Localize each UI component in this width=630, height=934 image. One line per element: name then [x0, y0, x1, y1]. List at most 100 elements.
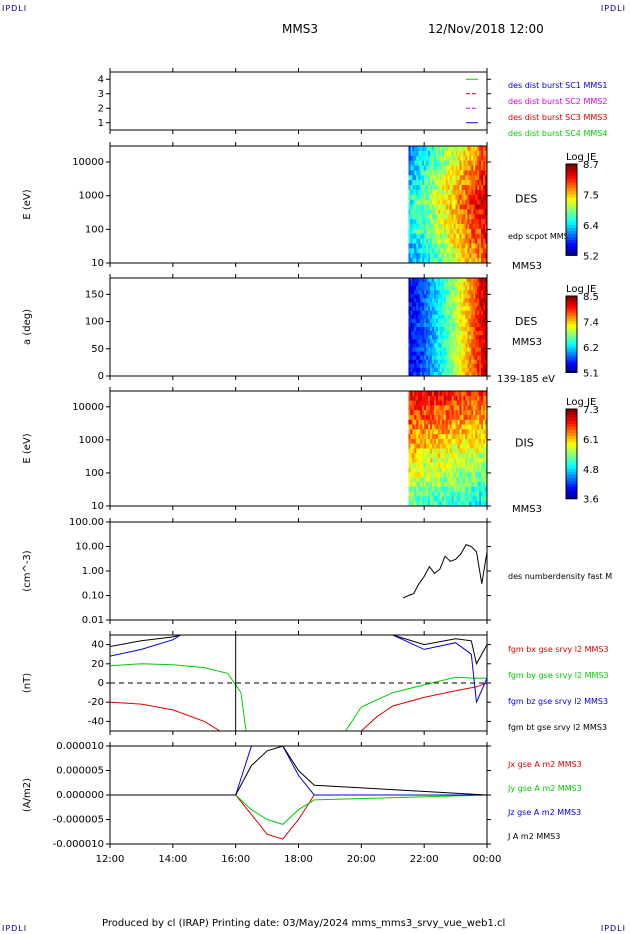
heatmap-cell: [453, 290, 457, 295]
heatmap-cell: [412, 219, 415, 225]
corner-logo-top-left: IPDLI: [2, 4, 28, 13]
heatmap-cell: [435, 472, 439, 478]
heatmap-cell: [459, 410, 462, 416]
heatmap-cell: [461, 322, 464, 328]
ytick-label-burst: 1: [98, 118, 104, 129]
heatmap-cell: [475, 286, 478, 291]
heatmap-cell: [414, 472, 417, 478]
heatmap-cell: [449, 482, 453, 488]
corner-logo-bottom-right: IPDLI: [600, 924, 626, 933]
heatmap-cell: [441, 355, 445, 361]
heatmap-cell: [471, 233, 474, 240]
heatmap-cell: [485, 290, 488, 295]
colorbar-swatch-dis_e: [566, 414, 577, 419]
heatmap-cell: [481, 278, 484, 283]
heatmap-cell: [467, 339, 470, 344]
heatmap-cell: [432, 434, 435, 440]
heatmap-cell: [416, 363, 419, 369]
heatmap-cell: [453, 170, 457, 176]
heatmap-cell: [424, 294, 427, 299]
heatmap-cell: [428, 351, 431, 357]
heatmap-cell: [420, 278, 423, 283]
heatmap-cell: [483, 189, 486, 196]
heatmap-cell: [437, 359, 441, 365]
heatmap-cell: [432, 472, 435, 478]
heatmap-cell: [475, 160, 478, 166]
heatmap-cell: [455, 209, 459, 215]
heatmap-cell: [451, 294, 455, 299]
heatmap-cell: [424, 204, 427, 210]
heatmap-cell: [443, 238, 447, 244]
heatmap-cell: [420, 248, 423, 254]
heatmap-cell: [479, 501, 482, 507]
heatmap-cell: [457, 150, 461, 157]
heatmap-cell: [459, 434, 462, 440]
heatmap-cell: [435, 302, 439, 308]
heatmap-cell: [475, 189, 478, 196]
heatmap-cell: [408, 214, 411, 220]
heatmap-cell: [467, 453, 470, 459]
heatmap-cell: [418, 467, 421, 473]
heatmap-cell: [422, 233, 425, 240]
heatmap-cell: [426, 180, 429, 186]
heatmap-cell: [463, 424, 466, 430]
heatmap-cell: [422, 443, 425, 449]
heatmap-cell: [463, 146, 466, 152]
heatmap-cell: [463, 472, 466, 478]
heatmap-cell: [410, 327, 413, 332]
heatmap-cell: [461, 482, 464, 488]
heatmap-cell: [437, 355, 441, 361]
heatmap-cell: [435, 286, 439, 291]
heatmap-cell: [483, 155, 486, 162]
heatmap-cell: [465, 278, 468, 283]
heatmap-cell: [469, 482, 472, 488]
heatmap-cell: [457, 429, 461, 435]
heatmap-cell: [465, 298, 468, 303]
heatmap-cell: [461, 318, 464, 324]
heatmap-cell: [424, 443, 427, 449]
heatmap-cell: [455, 248, 459, 254]
heatmap-cell: [412, 477, 415, 483]
heatmap-cell: [451, 228, 455, 235]
heatmap-cell: [471, 501, 474, 507]
heatmap-cell: [410, 243, 413, 249]
heatmap-cell: [445, 248, 449, 254]
heatmap-cell: [481, 496, 484, 502]
heatmap-cell: [479, 424, 482, 430]
heatmap-cell: [469, 170, 472, 176]
heatmap-cell: [426, 310, 429, 316]
heatmap-cell: [467, 424, 470, 430]
heatmap-cell: [416, 318, 419, 324]
heatmap-cell: [485, 343, 488, 348]
heatmap-cell: [433, 314, 437, 320]
heatmap-cell: [430, 233, 433, 240]
heatmap-cell: [445, 371, 449, 377]
heatmap-cell: [481, 355, 484, 361]
heatmap-cell: [447, 165, 451, 171]
heatmap-cell: [455, 467, 459, 473]
heatmap-cell: [451, 486, 455, 493]
heatmap-cell: [473, 204, 476, 210]
heatmap-cell: [483, 335, 486, 340]
heatmap-cell: [410, 165, 413, 171]
heatmap-cell: [422, 400, 425, 406]
heatmap-cell: [455, 155, 459, 162]
colorbar-swatch-des_e: [566, 209, 577, 214]
heatmap-cell: [428, 359, 431, 365]
heatmap-cell: [445, 243, 449, 249]
heatmap-cell: [441, 306, 445, 312]
heatmap-cell: [451, 175, 455, 181]
heatmap-cell: [428, 414, 431, 421]
heatmap-cell: [430, 224, 433, 230]
heatmap-cell: [475, 438, 478, 445]
heatmap-cell: [435, 371, 439, 377]
heatmap-cell: [422, 405, 425, 411]
heatmap-cell: [430, 155, 433, 162]
heatmap-cell: [473, 335, 476, 340]
heatmap-cell: [455, 371, 459, 377]
heatmap-cell: [475, 355, 478, 361]
heatmap-cell: [465, 219, 468, 225]
heatmap-cell: [473, 438, 476, 445]
heatmap-cell: [457, 199, 461, 205]
heatmap-cell: [453, 438, 457, 445]
